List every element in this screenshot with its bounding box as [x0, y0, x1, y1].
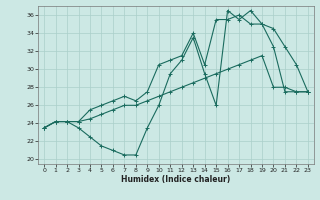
X-axis label: Humidex (Indice chaleur): Humidex (Indice chaleur)	[121, 175, 231, 184]
